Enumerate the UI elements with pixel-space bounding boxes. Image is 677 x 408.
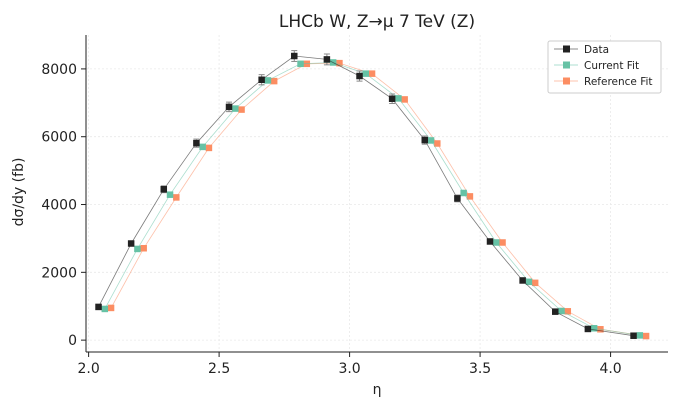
data-point xyxy=(193,139,200,147)
data-point xyxy=(127,240,135,247)
data-point xyxy=(525,278,533,286)
legend-item-reference-fit: Reference Fit xyxy=(554,76,653,88)
data-point xyxy=(205,144,213,152)
series-reference-fit xyxy=(107,59,650,340)
legend-marker xyxy=(563,61,570,69)
data-point xyxy=(173,194,180,201)
data-point xyxy=(636,332,644,339)
y-axis-title: dσ/dy (fb) xyxy=(11,158,27,227)
data-point xyxy=(466,193,474,200)
y-tick-label: 0 xyxy=(68,333,77,349)
legend-label: Data xyxy=(584,44,609,56)
x-axis-title: η xyxy=(373,382,382,398)
data-point xyxy=(160,186,168,193)
data-point xyxy=(264,77,272,84)
data-point xyxy=(590,325,598,332)
data-point xyxy=(101,305,109,313)
data-point xyxy=(630,332,637,339)
data-point xyxy=(427,137,435,144)
data-point xyxy=(232,105,239,112)
y-tick-label: 4000 xyxy=(41,198,77,214)
legend-frame xyxy=(547,40,662,94)
data-point xyxy=(323,56,331,63)
data-point xyxy=(238,106,245,113)
legend: Data Current Fit Reference Fit xyxy=(547,40,662,94)
ticks: 2.0 2.5 3.0 3.5 4.0 0 2000 4000 6000 8000 xyxy=(41,62,621,377)
data-point xyxy=(401,96,408,103)
data-point xyxy=(499,239,506,246)
legend-item-current-fit: Current Fit xyxy=(554,60,639,72)
data-point xyxy=(225,103,233,111)
data-point xyxy=(395,95,402,102)
series-current-fit xyxy=(101,59,644,339)
data-point xyxy=(558,307,565,315)
data-point xyxy=(362,70,370,77)
data-point xyxy=(134,245,141,253)
data-point xyxy=(519,277,526,284)
data-point xyxy=(460,189,467,197)
data-point xyxy=(454,195,461,202)
data-point xyxy=(258,76,265,84)
data-point xyxy=(584,325,592,333)
y-tick-label: 2000 xyxy=(41,265,77,281)
data-point xyxy=(107,304,115,312)
data-point xyxy=(291,52,298,60)
data-point xyxy=(434,140,441,147)
data-point xyxy=(199,143,206,151)
data-point xyxy=(564,308,572,315)
data-point xyxy=(493,239,500,246)
plot-series xyxy=(95,50,650,340)
x-tick-label: 3.5 xyxy=(469,361,491,377)
data-point xyxy=(166,191,174,198)
legend-marker xyxy=(563,45,570,53)
data-point xyxy=(368,70,376,77)
chart-title: LHCb W, Z→μ 7 TeV (Z) xyxy=(279,12,475,32)
data-point xyxy=(486,238,494,245)
data-point xyxy=(642,332,650,340)
legend-label: Reference Fit xyxy=(584,76,653,88)
series-line xyxy=(104,62,640,336)
data-point xyxy=(95,303,102,311)
legend-item-data: Data xyxy=(554,44,609,56)
x-tick-label: 2.5 xyxy=(208,361,230,377)
data-point xyxy=(552,308,559,315)
y-tick-label: 6000 xyxy=(41,130,77,146)
data-point xyxy=(531,279,539,287)
data-point xyxy=(270,77,278,85)
data-point xyxy=(336,59,343,67)
x-tick-label: 4.0 xyxy=(599,361,621,377)
data-point xyxy=(297,60,304,68)
x-tick-label: 2.0 xyxy=(77,361,99,377)
data-point xyxy=(388,95,396,102)
legend-label: Current Fit xyxy=(584,60,639,72)
data-point xyxy=(356,72,363,80)
axes xyxy=(85,35,668,353)
x-tick-label: 3.0 xyxy=(338,361,360,377)
y-tick-label: 8000 xyxy=(41,62,77,78)
legend-marker xyxy=(563,77,570,85)
series-data xyxy=(95,50,637,339)
data-point xyxy=(140,245,147,252)
series-line xyxy=(110,62,647,337)
data-point xyxy=(421,136,429,144)
